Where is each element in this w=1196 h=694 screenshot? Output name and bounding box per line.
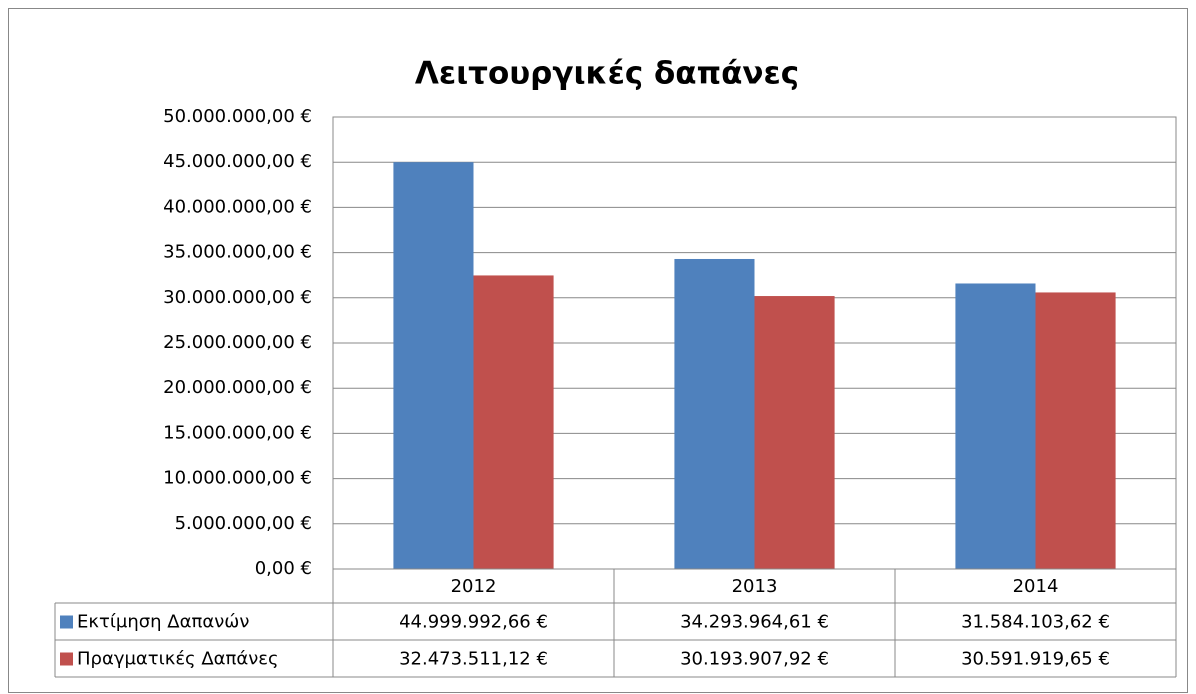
- data-label: 30.193.907,92 €: [680, 649, 829, 670]
- bar: [473, 275, 554, 569]
- data-label: 32.473.511,12 €: [399, 649, 548, 670]
- x-tick-label: 2012: [451, 576, 497, 597]
- data-label: 34.293.964,61 €: [680, 612, 829, 633]
- bar: [393, 162, 474, 569]
- y-tick-label: 5.000.000,00 €: [175, 513, 312, 534]
- data-label: 30.591.919,65 €: [961, 649, 1110, 670]
- bar: [955, 283, 1036, 569]
- bar: [754, 296, 835, 569]
- y-tick-label: 10.000.000,00 €: [163, 468, 312, 489]
- legend-label: Εκτίμηση Δαπανών: [77, 612, 249, 633]
- y-tick-label: 35.000.000,00 €: [163, 242, 312, 263]
- y-tick-label: 50.000.000,00 €: [163, 106, 312, 127]
- y-tick-label: 25.000.000,00 €: [163, 332, 312, 353]
- y-tick-label: 20.000.000,00 €: [163, 377, 312, 398]
- bar: [674, 258, 755, 569]
- y-tick-label: 0,00 €: [255, 558, 312, 579]
- bar: [1035, 292, 1116, 569]
- legend-label: Πραγματικές Δαπάνες: [77, 649, 279, 670]
- x-tick-label: 2014: [1013, 576, 1059, 597]
- x-tick-label: 2013: [732, 576, 778, 597]
- y-tick-label: 45.000.000,00 €: [163, 151, 312, 172]
- chart-title: Λειτουργικές δαπάνες: [415, 56, 799, 92]
- y-tick-label: 30.000.000,00 €: [163, 287, 312, 308]
- legend-key: [60, 652, 73, 666]
- y-tick-label: 15.000.000,00 €: [163, 422, 312, 443]
- data-label: 44.999.992,66 €: [399, 612, 548, 633]
- y-tick-label: 40.000.000,00 €: [163, 196, 312, 217]
- legend-key: [60, 615, 73, 629]
- data-label: 31.584.103,62 €: [961, 612, 1110, 633]
